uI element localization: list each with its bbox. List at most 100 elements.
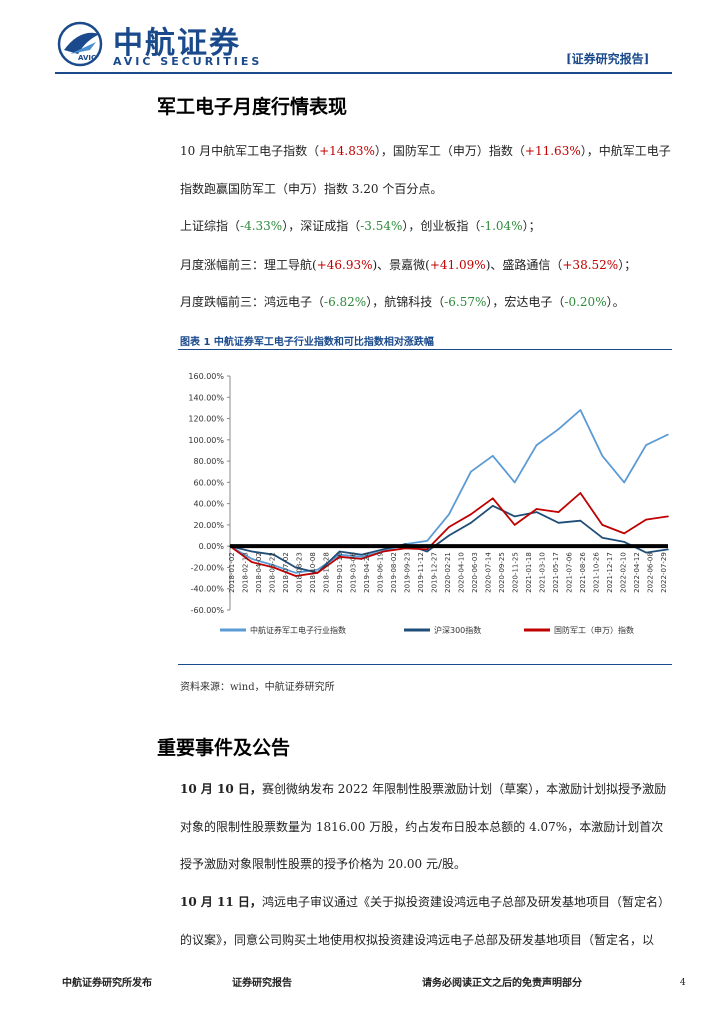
series-2-point <box>338 556 341 558</box>
series-0-point <box>316 568 319 571</box>
series-1-point <box>492 504 494 507</box>
x-tick-label: 2021-08-26 <box>579 552 587 593</box>
x-tick-label: 2019-01-16 <box>336 552 344 593</box>
event-1-line-1: 10 月 10 日，赛创微纳发布 2022 年限制性股票激励计划（草案），本激励… <box>180 782 667 796</box>
section-title-events: 重要事件及公告 <box>157 737 291 759</box>
series-2-point <box>535 508 538 510</box>
y-tick-label: 160.00% <box>188 372 224 381</box>
legend-label-1: 沪深300指数 <box>434 625 481 635</box>
event-1-line-2: 对象的限制性股票数量为 1816.00 万股，约占发布日股本总额的 4.07%，… <box>180 820 664 834</box>
x-tick-label: 2018-08-23 <box>296 552 304 593</box>
series-1-point <box>601 536 604 539</box>
series-0-point <box>338 553 341 556</box>
y-tick-label: 0.00% <box>199 542 225 551</box>
series-2-point <box>273 566 275 569</box>
x-tick-label: 2020-02-21 <box>444 552 452 593</box>
series-1-point <box>645 551 647 554</box>
series-0-point <box>448 513 450 516</box>
series-2-point <box>623 532 625 535</box>
series-2-point <box>645 518 647 521</box>
series-0-point <box>667 433 669 436</box>
y-tick-label: 60.00% <box>193 478 224 487</box>
x-tick-label: 2018-02-13 <box>242 552 250 593</box>
series-2-point <box>294 575 297 577</box>
y-tick-label: -20.00% <box>191 563 225 572</box>
event-2-line-2: 的议案》，同意公司购买土地使用权拟投资建设鸿远电子总部及研发基地项目（暂定名，以 <box>180 933 655 947</box>
x-tick-label: 2020-07-14 <box>485 552 493 593</box>
figure-source: 资料来源：wind，中航证券研究所 <box>180 682 335 693</box>
series-0-point <box>579 409 582 411</box>
x-tick-label: 2021-10-26 <box>593 552 601 593</box>
x-tick-label: 2020-04-10 <box>458 552 466 593</box>
series-2-point <box>557 511 560 513</box>
x-tick-label: 2021-05-17 <box>552 552 560 593</box>
series-0-point <box>645 444 647 446</box>
series-0-point <box>623 481 625 484</box>
y-tick-label: 20.00% <box>193 521 224 530</box>
series-line-0 <box>229 409 669 574</box>
x-tick-label: 2019-09-23 <box>404 552 412 593</box>
paragraph-top-gainers: 月度涨幅前三：理工导航(+46.93%)、景嘉微(+41.09%)、盛路通信（+… <box>180 258 637 272</box>
figure-bottom-rule <box>178 664 672 665</box>
series-2-point <box>360 558 363 560</box>
series-2-point <box>251 561 253 563</box>
svg-text:AVIC: AVIC <box>78 54 96 62</box>
y-tick-label: 140.00% <box>188 393 224 402</box>
series-1-point <box>338 550 341 553</box>
paragraph-outperformance: 指数跑赢国防军工（申万）指数 3.20 个百分点。 <box>180 182 443 196</box>
series-1-point <box>470 521 472 524</box>
series-1-point <box>579 519 582 522</box>
avic-logo-icon: AVIC <box>57 21 103 67</box>
series-1-point <box>667 548 669 551</box>
series-2-point <box>513 524 516 526</box>
x-tick-label: 2021-12-17 <box>606 552 614 593</box>
series-0-point <box>513 481 516 484</box>
x-tick-label: 2020-09-25 <box>498 552 506 593</box>
index-performance-chart: 160.00% 140.00% 120.00% 100.00% 80.00% 60.00%… <box>188 372 669 635</box>
x-tick-label: 2021-03-10 <box>539 552 547 593</box>
series-0-point <box>360 556 363 558</box>
figure-top-rule <box>178 349 672 350</box>
x-tick-label: 2018-11-28 <box>323 552 331 593</box>
series-2-point <box>316 571 319 574</box>
series-0-point <box>426 540 428 542</box>
paragraph-market-indices: 上证综指（-4.33%），深证成指（-3.54%），创业板指（-1.04%）； <box>180 219 541 233</box>
series-1-point <box>273 553 275 556</box>
x-tick-label: 2018-05-22 <box>269 552 277 593</box>
x-tick-label: 2019-06-19 <box>377 552 385 593</box>
series-0-point <box>535 444 538 446</box>
paragraph-index-performance: 10 月中航军工电子指数（+14.83%），国防军工（申万）指数（+11.63%… <box>180 144 671 158</box>
brand-name-cn: 中航证券 <box>113 26 241 61</box>
legend-label-2: 国防军工（申万）指数 <box>554 625 634 635</box>
series-1-point <box>557 521 560 524</box>
x-tick-label: 2022-02-10 <box>620 552 628 593</box>
series-2-point <box>601 524 604 526</box>
y-tick-label: 120.00% <box>188 415 224 424</box>
y-tick-label: -60.00% <box>191 606 225 615</box>
series-2-point <box>470 513 472 516</box>
series-1-point <box>360 553 363 556</box>
legend-label-0: 中航证券军工电子行业指数 <box>250 625 346 635</box>
page-header: AVIC 中航证券 AVIC SECURITIES [证券研究报告] <box>0 0 724 84</box>
x-tick-label: 2018-07-02 <box>282 552 290 593</box>
x-tick-label: 2022-07-29 <box>660 552 668 593</box>
page-number: 4 <box>680 978 686 988</box>
section-title-monthly-performance: 军工电子月度行情表现 <box>157 96 348 118</box>
series-2-point <box>426 548 428 551</box>
series-1-point <box>251 550 253 553</box>
series-2-point <box>492 497 494 500</box>
series-0-point <box>273 564 275 567</box>
x-tick-label: 2019-08-02 <box>390 552 398 593</box>
x-tick-label: 2021-07-06 <box>566 552 574 593</box>
x-tick-label: 2019-12-27 <box>431 552 439 593</box>
paragraph-top-losers: 月度跌幅前三：鸿远电子（-6.82%），航锦科技（-6.57%），宏达电子（-0… <box>180 295 625 309</box>
series-0-point <box>492 454 494 457</box>
series-1-point <box>448 534 450 537</box>
y-tick-label: -40.00% <box>191 585 225 594</box>
series-0-point <box>251 558 253 560</box>
y-tick-label: 100.00% <box>188 436 224 445</box>
series-0-point <box>557 428 560 430</box>
x-tick-label: 2021-01-18 <box>525 552 533 593</box>
x-tick-label: 2018-10-08 <box>309 552 317 593</box>
event-1-line-3: 授予激励对象限制性股票的授予价格为 20.00 元/股。 <box>180 857 467 871</box>
